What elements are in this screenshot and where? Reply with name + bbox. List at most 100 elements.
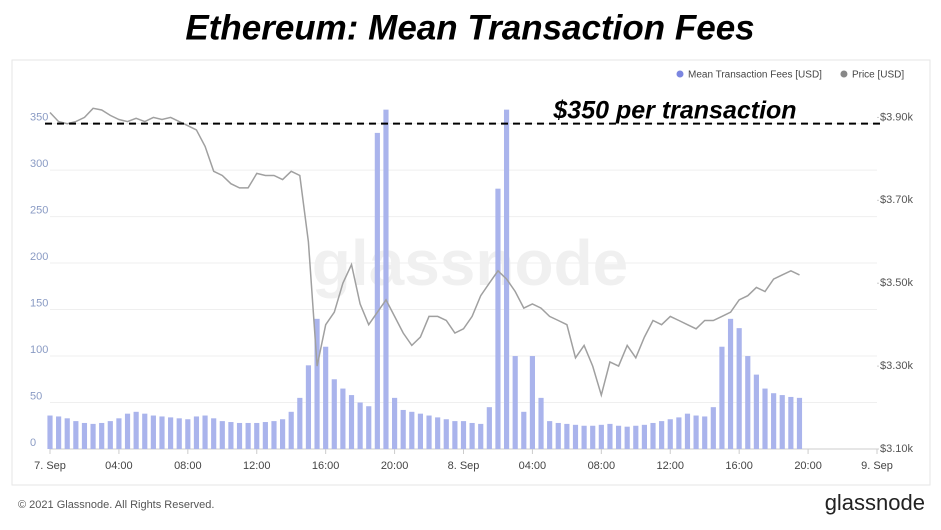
x-tick-label: 08:00 xyxy=(588,460,616,472)
bar xyxy=(73,421,79,449)
bar xyxy=(47,415,53,449)
bar xyxy=(288,411,294,449)
bar xyxy=(168,417,174,449)
bar xyxy=(81,422,88,449)
bar xyxy=(185,419,191,449)
bar xyxy=(667,419,673,449)
bar xyxy=(641,424,647,449)
x-tick-label: 16:00 xyxy=(312,460,340,472)
x-tick-label: 08:00 xyxy=(174,460,202,472)
bar xyxy=(727,318,734,449)
x-tick-label: 7. Sep xyxy=(34,460,66,472)
bar xyxy=(150,415,156,449)
y-tick-label: 100 xyxy=(30,344,48,356)
bar xyxy=(340,388,346,449)
x-tick-label: 04:00 xyxy=(519,460,547,472)
bar xyxy=(297,397,303,449)
bar xyxy=(56,416,62,449)
bar xyxy=(262,422,268,449)
bar xyxy=(236,422,243,449)
bar xyxy=(495,188,501,450)
chart-title: Ethereum: Mean Transaction Fees xyxy=(185,8,754,47)
bar xyxy=(452,421,458,449)
bar xyxy=(624,426,630,449)
bar xyxy=(693,415,699,449)
x-tick-label: 12:00 xyxy=(656,460,684,472)
bar xyxy=(417,413,424,449)
bar xyxy=(331,379,337,449)
bar xyxy=(366,406,372,449)
bar xyxy=(710,407,716,449)
y-tick-label: 150 xyxy=(30,297,48,309)
bar xyxy=(374,132,380,449)
bar xyxy=(211,418,217,449)
y2-tick-label: $3.10k xyxy=(880,443,914,455)
bar xyxy=(633,425,639,449)
panel xyxy=(11,59,931,486)
bar xyxy=(771,393,777,449)
bar xyxy=(719,346,725,449)
legend-marker xyxy=(676,70,684,78)
bar xyxy=(469,422,475,449)
bar xyxy=(228,422,234,449)
bar xyxy=(659,421,665,449)
x-tick-label: 16:00 xyxy=(725,460,753,472)
bar xyxy=(607,423,613,449)
bar xyxy=(684,413,691,449)
bar xyxy=(676,417,682,449)
bar xyxy=(271,421,277,449)
bar xyxy=(400,409,406,449)
bar xyxy=(159,416,165,449)
bar xyxy=(245,422,251,449)
bar xyxy=(314,318,320,449)
bar xyxy=(323,346,329,449)
bar xyxy=(409,411,415,449)
bar xyxy=(383,109,389,449)
bar xyxy=(590,425,596,449)
legend-label: Price [USD] xyxy=(852,70,904,81)
bar xyxy=(426,415,432,449)
bar xyxy=(555,422,561,449)
bar xyxy=(753,374,759,449)
bar xyxy=(107,421,113,449)
bar xyxy=(547,421,553,449)
bar xyxy=(443,419,449,449)
bar xyxy=(357,402,363,449)
bar xyxy=(202,415,208,449)
y-tick-label: 250 xyxy=(30,204,48,216)
bar xyxy=(116,418,122,449)
annotation: $350 per transaction xyxy=(552,97,796,125)
bar xyxy=(486,407,492,449)
footer: © 2021 Glassnode. All Rights Reserved. xyxy=(18,499,214,511)
y-tick-label: 50 xyxy=(30,390,42,402)
bar xyxy=(90,423,96,449)
y2-tick-label: $3.30k xyxy=(880,360,914,372)
x-tick-label: 20:00 xyxy=(794,460,822,472)
bar xyxy=(348,395,355,449)
bar xyxy=(788,396,794,449)
bar xyxy=(478,423,484,449)
bar xyxy=(745,356,751,449)
bar xyxy=(305,365,312,449)
x-tick-label: 12:00 xyxy=(243,460,271,472)
legend-label: Mean Transaction Fees [USD] xyxy=(688,70,822,81)
y2-tick-label: $3.90k xyxy=(880,111,914,123)
bar xyxy=(99,422,105,449)
bar xyxy=(124,413,131,449)
bar xyxy=(581,425,587,449)
x-tick-label: 20:00 xyxy=(381,460,409,472)
bar xyxy=(435,417,441,449)
x-tick-label: 9. Sep xyxy=(861,460,893,472)
bar xyxy=(564,423,570,449)
bar xyxy=(64,418,70,449)
bar xyxy=(538,397,544,449)
y-tick-label: 200 xyxy=(30,251,48,263)
bar xyxy=(796,397,803,449)
bar xyxy=(254,422,260,449)
bar xyxy=(521,411,527,449)
legend-marker xyxy=(840,70,848,78)
bar xyxy=(142,413,148,449)
bar xyxy=(615,425,622,449)
y-tick-label: 0 xyxy=(30,437,36,449)
